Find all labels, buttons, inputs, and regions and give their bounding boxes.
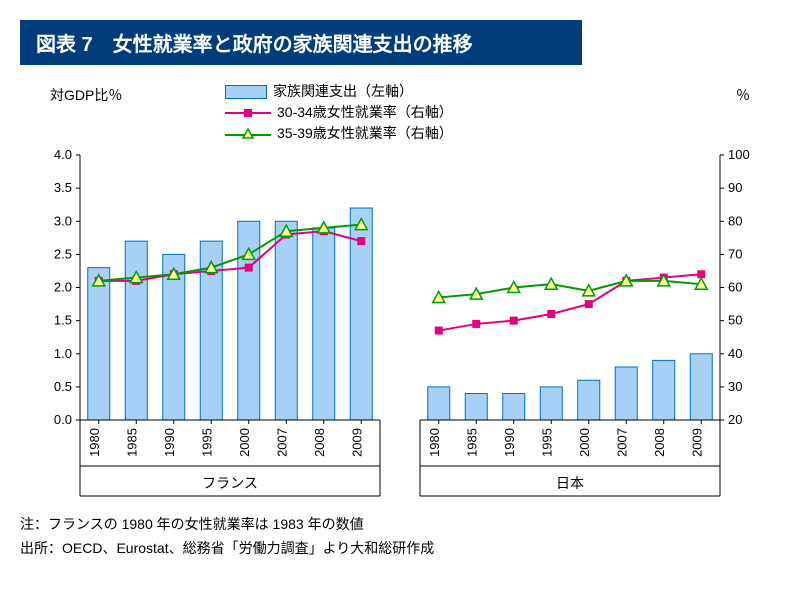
svg-text:0.0: 0.0 — [54, 412, 72, 427]
svg-text:1985: 1985 — [124, 428, 139, 457]
chart-title: 図表 7 女性就業率と政府の家族関連支出の推移 — [20, 20, 582, 65]
svg-text:1995: 1995 — [199, 428, 214, 457]
svg-text:60: 60 — [728, 280, 742, 295]
svg-text:2.5: 2.5 — [54, 246, 72, 261]
note-2: 出所：OECD、Eurostat、総務省「労働力調査」より大和総研作成 — [20, 537, 780, 561]
svg-text:70: 70 — [728, 246, 742, 261]
notes: 注：フランスの 1980 年の女性就業率は 1983 年の数値 出所：OECD、… — [20, 513, 780, 561]
y2-axis-label: ％ — [736, 85, 750, 105]
svg-text:フランス: フランス — [202, 475, 258, 491]
legend-bars: 家族関連支出（左軸） — [225, 81, 453, 102]
svg-text:90: 90 — [728, 180, 742, 195]
svg-text:2.0: 2.0 — [54, 280, 72, 295]
svg-text:2009: 2009 — [349, 428, 364, 457]
svg-text:100: 100 — [728, 147, 750, 162]
svg-text:2007: 2007 — [614, 428, 629, 457]
svg-text:3.0: 3.0 — [54, 213, 72, 228]
svg-text:2009: 2009 — [689, 428, 704, 457]
svg-text:50: 50 — [728, 313, 742, 328]
svg-text:1985: 1985 — [464, 428, 479, 457]
svg-text:2007: 2007 — [274, 428, 289, 457]
svg-text:1980: 1980 — [427, 428, 442, 457]
svg-text:20: 20 — [728, 412, 742, 427]
svg-text:30: 30 — [728, 379, 742, 394]
svg-text:40: 40 — [728, 346, 742, 361]
svg-text:2000: 2000 — [577, 428, 592, 457]
legend-bar-swatch — [225, 85, 267, 99]
svg-text:2008: 2008 — [312, 428, 327, 457]
chart-container: 対GDP比％ ％ 家族関連支出（左軸） 30-34歳女性就業率（右軸） 35-3… — [20, 85, 780, 505]
svg-text:1990: 1990 — [502, 428, 517, 457]
svg-text:4.0: 4.0 — [54, 147, 72, 162]
svg-text:1995: 1995 — [539, 428, 554, 457]
svg-text:2000: 2000 — [237, 428, 252, 457]
svg-text:1980: 1980 — [87, 428, 102, 457]
svg-text:日本: 日本 — [556, 475, 584, 491]
svg-text:2008: 2008 — [652, 428, 667, 457]
note-1: 注：フランスの 1980 年の女性就業率は 1983 年の数値 — [20, 513, 780, 537]
svg-text:80: 80 — [728, 213, 742, 228]
svg-text:0.5: 0.5 — [54, 379, 72, 394]
legend-bars-label: 家族関連支出（左軸） — [273, 81, 413, 102]
svg-text:1990: 1990 — [162, 428, 177, 457]
svg-text:1.5: 1.5 — [54, 313, 72, 328]
svg-text:3.5: 3.5 — [54, 180, 72, 195]
svg-text:1.0: 1.0 — [54, 346, 72, 361]
chart-svg: 0.0 0.5 1.0 1.5 2.0 2.5 3.0 3.5 4.0 20 30 40 50 60 70 8… — [20, 105, 780, 505]
y1-axis-label: 対GDP比％ — [50, 85, 122, 105]
